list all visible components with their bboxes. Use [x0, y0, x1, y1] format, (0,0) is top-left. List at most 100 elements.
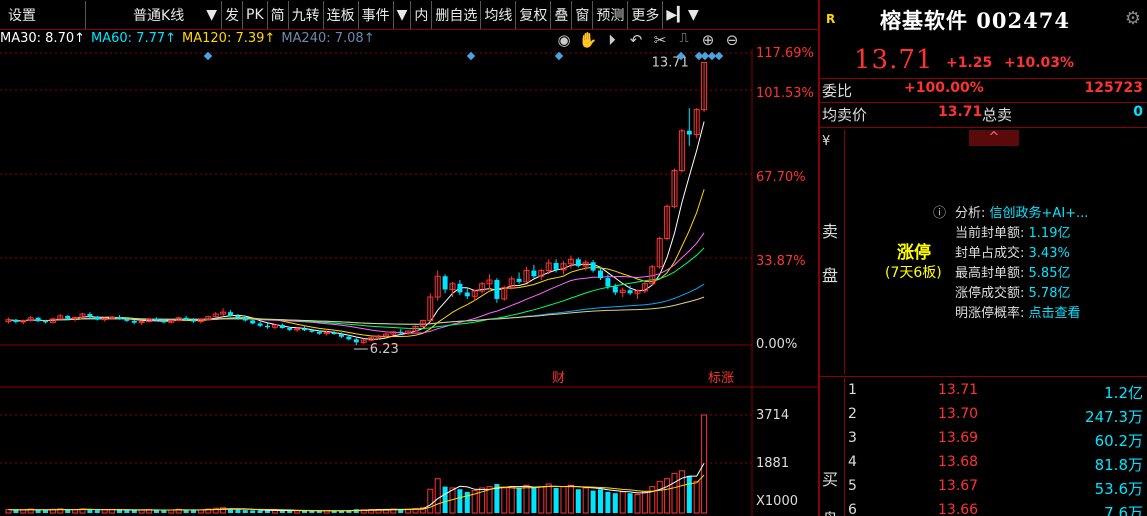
book-row[interactable]: 6 13.66 7.6万 — [820, 502, 1147, 516]
candle — [302, 328, 307, 331]
volume-bar — [486, 486, 493, 514]
analysis-value: 5.85亿 — [1028, 266, 1071, 281]
menu-item-jian[interactable]: 简 — [268, 0, 289, 29]
volume-bar — [560, 486, 567, 514]
candle — [257, 323, 263, 326]
candle — [228, 312, 233, 316]
menu-item-more[interactable]: 更多 — [628, 0, 664, 29]
menu-item-shijian[interactable]: 事件 — [359, 0, 394, 29]
candle — [442, 276, 448, 290]
scissors-icon[interactable]: ✂ — [653, 31, 667, 49]
book-level: 4 — [848, 454, 857, 470]
volume-bar — [257, 510, 263, 513]
volume-bar — [57, 508, 64, 514]
candle — [242, 317, 248, 321]
menu-item-expand[interactable]: ▶▎▼ — [666, 6, 699, 23]
menu-item-adjust[interactable]: 复权 — [516, 0, 552, 29]
volume-bar — [427, 488, 434, 514]
volume-bar — [191, 510, 196, 513]
candle — [434, 275, 441, 298]
candle — [43, 321, 48, 323]
volume-bar — [508, 486, 515, 514]
candle — [5, 319, 12, 323]
menu-item-pk[interactable]: PK — [243, 0, 268, 29]
collapse-button[interactable]: ^ — [969, 130, 1019, 146]
zoom-in-icon[interactable]: ⊕ — [701, 31, 715, 49]
volume-bar — [117, 509, 122, 513]
volume-bar — [471, 490, 478, 514]
candle — [146, 318, 153, 323]
analysis-key: 最高封单额: — [955, 266, 1025, 281]
book-row[interactable]: 3 13.69 60.2万 — [820, 430, 1147, 454]
menu-item-predict[interactable]: 预测 — [593, 0, 629, 29]
book-row[interactable]: 5 13.67 53.6万 — [820, 478, 1147, 502]
lock-icon[interactable]: ⎍ — [679, 31, 689, 46]
menu-item-nei[interactable]: 内 — [411, 0, 433, 29]
volume-bar — [701, 414, 708, 514]
menu-item-delete-watchlist[interactable]: 删自选 — [432, 0, 482, 29]
book-price: 13.66 — [938, 502, 979, 516]
volume-bar — [664, 478, 671, 514]
volume-bar — [693, 480, 700, 514]
analysis-key: 明涨停概率: — [955, 306, 1025, 321]
candle — [79, 313, 86, 318]
volume-bar — [161, 510, 167, 513]
menu-item-ma[interactable]: 均线 — [481, 0, 517, 29]
candle — [701, 61, 708, 111]
avg-sell-row: 均卖价 13.71 总卖 0 — [820, 104, 1147, 126]
volume-bar — [154, 509, 159, 513]
volume-bar — [612, 493, 618, 513]
candle — [575, 259, 581, 267]
ma120-label: MA120: 7.39↑ — [182, 31, 276, 46]
menu-item-dropdown[interactable]: ▼ — [394, 0, 412, 29]
divider — [820, 376, 1147, 377]
volume-bar — [523, 484, 530, 514]
zoom-out-icon[interactable]: ⊖ — [725, 31, 739, 49]
book-row[interactable]: 4 13.68 81.8万 — [820, 454, 1147, 478]
menu-item-jiuzhuan[interactable]: 九转 — [289, 0, 324, 29]
candle — [271, 324, 278, 328]
candle — [205, 316, 212, 321]
analysis-value[interactable]: 信创政务+AI+... — [989, 206, 1089, 221]
menu-item-window[interactable]: 窗 — [572, 0, 594, 29]
book-row[interactable]: 1 13.71 1.2亿 — [820, 382, 1147, 406]
ktype-label: 普通K线 — [133, 7, 185, 24]
volume-bar — [124, 510, 130, 513]
menu-item-overlay[interactable]: 叠 — [551, 0, 573, 29]
volume-bar — [649, 486, 656, 514]
menu-item-lianban[interactable]: 连板 — [324, 0, 359, 29]
analysis-line[interactable]: 明涨停概率: 点击查看 — [955, 302, 1081, 321]
candle — [13, 319, 19, 322]
gear-icon[interactable]: ⚙ — [1124, 8, 1141, 29]
ma-line — [8, 247, 705, 329]
volume-bar — [212, 507, 219, 514]
hand-icon[interactable]: ✋ — [578, 31, 598, 49]
book-row[interactable]: 2 13.70 247.3万 — [820, 406, 1147, 430]
volume-bar — [434, 478, 441, 514]
high-price-label: 13.71 — [652, 55, 689, 70]
play-icon[interactable]: ⏵ — [608, 31, 616, 49]
kline-chart[interactable]: 13.71 6.23 财 标涨 — [0, 49, 818, 516]
ma30-label: MA30: 8.70↑ — [0, 31, 86, 46]
candle — [494, 280, 500, 299]
candle — [523, 270, 530, 283]
candle — [220, 311, 227, 315]
eye-icon[interactable]: ◉ — [557, 31, 571, 49]
candle — [612, 286, 618, 293]
book-level: 2 — [848, 406, 857, 422]
settings-button[interactable]: 设置 — [0, 0, 86, 29]
analysis-line[interactable]: ⓘ 分析: 信创政务+AI+... — [933, 202, 1089, 221]
candle — [382, 333, 389, 337]
candle — [457, 283, 463, 293]
volume-bar — [686, 476, 692, 513]
ktype-select[interactable]: 普通K线 ▼ — [86, 0, 222, 29]
undo-icon[interactable]: ↶ — [629, 31, 643, 49]
menu-item-fa[interactable]: 发 — [222, 0, 243, 29]
candle — [553, 263, 559, 270]
limit-up-marker: 标涨 — [708, 371, 734, 386]
candle — [20, 319, 27, 323]
volume-bar — [65, 509, 71, 513]
volume-bar — [205, 508, 212, 514]
r-logo: R — [826, 12, 836, 26]
view-probability-link[interactable]: 点击查看 — [1028, 306, 1081, 321]
